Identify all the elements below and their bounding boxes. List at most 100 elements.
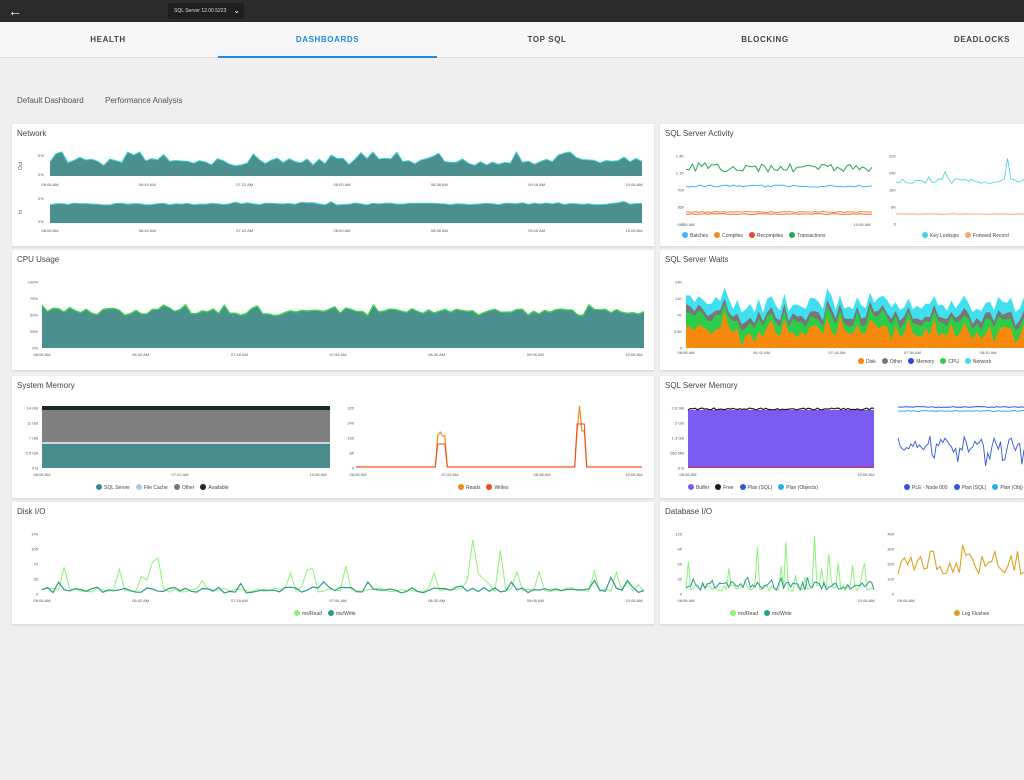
legend-label: Available — [208, 485, 229, 491]
legend-item[interactable]: ms/Write — [328, 610, 356, 617]
out-label: Out — [18, 161, 24, 170]
legend-item[interactable]: Compiles — [714, 232, 743, 239]
tick-label: 30 — [678, 577, 683, 582]
legend-dot — [294, 610, 300, 616]
legend-item[interactable]: Buffer — [688, 484, 709, 491]
back-button[interactable]: ← — [6, 2, 24, 20]
tick-label: 0% — [38, 196, 44, 201]
tick-label: 10:06 AM — [626, 598, 643, 603]
tick-label: 700 — [677, 188, 684, 193]
legend-label: Reads — [466, 485, 481, 491]
cpu-chart: 100% 75% 50% 25% 0% 06:06 AM 06:42 AM 07:18 AM… — [28, 280, 645, 357]
legend-item[interactable]: Writes — [486, 484, 509, 491]
tick-label: 09:06 AM — [527, 598, 544, 603]
tick-label: 2 GB — [675, 421, 684, 426]
legend-item[interactable]: Recompiles — [748, 232, 783, 239]
legend-label: CPU — [948, 359, 959, 365]
tick-label: 0 — [892, 592, 895, 597]
legend-label: PLE - Node 000 — [912, 485, 948, 491]
tab-blocking[interactable]: BLOCKING — [741, 35, 789, 44]
legend-item[interactable]: Network — [964, 358, 991, 365]
tab-deadlocks[interactable]: DEADLOCKS — [953, 35, 1011, 44]
legend-item[interactable]: Forward Record — [964, 232, 1009, 239]
tick-label: 06:06 AM — [34, 598, 51, 603]
legend-label: ms/Write — [772, 611, 792, 617]
tick-label: 300 — [887, 547, 894, 552]
tick-label: 10:06 AM — [858, 598, 875, 603]
legend-label: Plan (SQL) — [961, 485, 987, 491]
subtab-default-dashboard[interactable]: Default Dashboard — [17, 96, 84, 105]
panel-title: CPU Usage — [17, 255, 60, 264]
tab-dashboards[interactable]: DASHBOARDS — [218, 22, 437, 58]
legend-item[interactable]: Disk — [858, 358, 876, 365]
tick-label: 75% — [30, 296, 38, 301]
legend-label: File Cache — [143, 485, 168, 491]
legend-item[interactable]: Other — [173, 484, 194, 491]
legend: PLE - Node 000 Plan (SQL) Plan (Obj) — [904, 484, 1024, 491]
tick-label: 0 B — [32, 466, 38, 471]
legend-item[interactable]: CPU — [940, 358, 959, 365]
panel-title: Disk I/O — [17, 507, 46, 516]
network-in-line — [49, 200, 642, 206]
legend-item[interactable]: Available — [200, 484, 229, 491]
legend-item[interactable]: Other — [881, 358, 902, 365]
legend-dot — [682, 232, 688, 238]
legend-item[interactable]: Plan (Objects) — [778, 484, 818, 491]
legend-dot — [964, 358, 971, 364]
tick-label: 0 — [682, 222, 685, 227]
legend-dot — [96, 484, 102, 490]
legend-dot — [778, 484, 785, 490]
legend: SQL Server File Cache Other Available — [96, 484, 235, 491]
tick-label: 0% — [38, 153, 44, 158]
tick-label: 90 — [678, 547, 683, 552]
tick-label: 14 GB — [27, 406, 39, 411]
server-name: SQL Server 12.00.5223 — [174, 8, 227, 14]
tick-label: 1.4K — [676, 154, 685, 159]
tick-label: 0% — [32, 346, 38, 351]
tick-label: 35 — [34, 577, 39, 582]
legend-label: Memory — [916, 359, 935, 365]
legend-dot — [135, 484, 142, 490]
legend-item[interactable]: Plan (SQL) — [953, 484, 987, 491]
legend: Log Flushes — [954, 610, 995, 617]
server-select[interactable]: SQL Server 12.00.5223 ⌄ — [168, 3, 244, 19]
tick-label: 105 — [31, 547, 38, 552]
legend-item[interactable]: Transactions — [789, 232, 825, 239]
subtab-performance-analysis[interactable]: Performance Analysis — [105, 96, 183, 105]
tick-label: 10:06 AM — [626, 228, 643, 233]
tab-health[interactable]: HEALTH — [90, 35, 126, 44]
legend-item[interactable]: ms/Write — [764, 610, 792, 617]
legend: Buffer Free Plan (SQL) Plan (Objects) — [688, 484, 824, 491]
tick-label: 0 — [36, 592, 39, 597]
legend-item[interactable]: ms/Read — [294, 610, 322, 617]
legend-item[interactable]: PLE - Node 000 — [904, 484, 948, 491]
panel-network: Network Out In 0% 0% 0% 0% 06:06 AM 06:44… — [12, 124, 654, 246]
tick-label: 07:18 AM — [231, 598, 248, 603]
legend-label: Plan (Objects) — [786, 485, 818, 491]
legend-item[interactable]: Log Flushes — [954, 610, 989, 617]
legend: Batches Compiles Recompiles Transactions — [682, 232, 831, 239]
tick-label: 06:44 AM — [139, 228, 156, 233]
legend-label: Writes — [494, 485, 509, 491]
legend-item[interactable]: Reads — [458, 484, 480, 491]
legend-item[interactable]: Plan (Obj) — [992, 484, 1023, 491]
legend-item[interactable]: Memory — [908, 358, 934, 365]
legend-item[interactable]: ms/Read — [730, 610, 758, 617]
batches-line — [685, 184, 873, 188]
tick-label: 06:06 AM — [678, 350, 695, 355]
legend-label: Buffer — [696, 485, 710, 491]
tick-label: 400 — [887, 532, 894, 537]
legend-item[interactable]: Batches — [682, 232, 708, 239]
tab-top-sql[interactable]: TOP SQL — [527, 35, 567, 44]
other-band — [42, 410, 330, 442]
legend-item[interactable]: Key Lookups — [922, 232, 959, 239]
legend-item[interactable]: SQL Server — [96, 484, 130, 491]
legend-item[interactable]: Free — [715, 484, 734, 491]
legend-item[interactable]: File Cache — [135, 484, 168, 491]
tick-label: 08:30 AM — [980, 350, 997, 355]
legend-dot — [953, 484, 960, 490]
legend-item[interactable]: Plan (SQL) — [739, 484, 772, 491]
legend-dot — [200, 484, 207, 490]
legend-label: Key Lookups — [930, 233, 959, 239]
legend-dot — [688, 484, 694, 490]
